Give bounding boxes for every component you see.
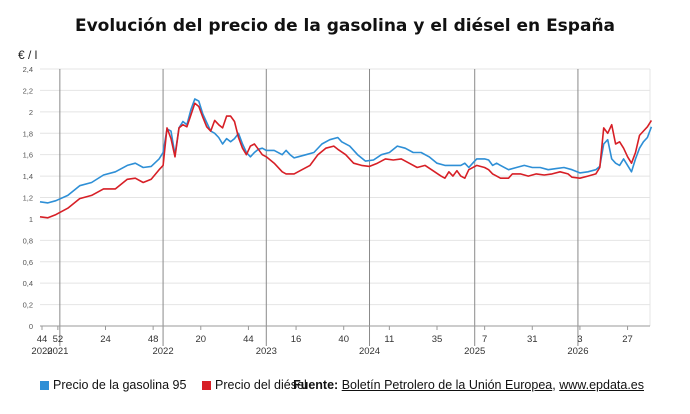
x-year-label: 2025 <box>464 346 485 357</box>
y-tick-label: 0,8 <box>23 236 33 245</box>
axes <box>40 325 650 330</box>
x-tick-label: 31 <box>527 334 538 345</box>
source-separator: , <box>552 378 556 392</box>
line-chart: 0 0,2 0,4 0,6 0,8 1 1,2 1,4 1,6 1,8 2 2,2 2,4 44 52 24 4… <box>23 65 653 357</box>
x-tick-label: 20 <box>195 334 206 345</box>
x-year-label: 2026 <box>567 346 588 357</box>
series-line-gasoline <box>39 98 653 204</box>
y-tick-label: 1,8 <box>23 129 33 138</box>
legend: Precio de la gasolina 95 Precio del diés… <box>40 378 680 398</box>
legend-item-gasoline: Precio de la gasolina 95 <box>40 378 186 392</box>
y-tick-label: 2,2 <box>23 86 33 95</box>
x-tick-label: 7 <box>482 334 487 345</box>
x-tick-label: 40 <box>338 334 349 345</box>
gridlines <box>40 68 651 327</box>
x-tick-label: 27 <box>622 334 633 345</box>
y-tick-label: 1,2 <box>23 194 33 203</box>
y-tick-label: 0 <box>29 322 33 331</box>
x-tick-label: 44 <box>243 334 254 345</box>
tick-labels: 0 0,2 0,4 0,6 0,8 1 1,2 1,4 1,6 1,8 2 2,2 2,4 44 52 24 4… <box>23 65 633 357</box>
y-tick-label: 2 <box>29 108 33 117</box>
y-tick-label: 1,4 <box>23 172 33 181</box>
x-year-label: 2023 <box>256 346 277 357</box>
y-tick-label: 2,4 <box>23 65 33 74</box>
gasoline-swatch-icon <box>40 380 49 390</box>
x-tick-label: 48 <box>148 334 159 345</box>
x-tick-label: 16 <box>291 334 302 345</box>
chart-title: Evolución del precio de la gasolina y el… <box>74 16 616 36</box>
legend-label-diesel: Precio del diésel <box>215 378 307 392</box>
y-tick-label: 0,4 <box>23 279 33 288</box>
y-axis-unit-label: € / l <box>18 48 38 62</box>
y-tick-label: 1 <box>29 215 33 224</box>
x-tick-label: 3 <box>577 334 582 345</box>
x-tick-label: 24 <box>100 334 111 345</box>
y-tick-label: 0,2 <box>23 301 33 310</box>
legend-item-diesel: Precio del diésel <box>202 378 307 392</box>
series-lines <box>39 98 653 219</box>
series-line-diesel <box>39 102 653 219</box>
x-tick-label: 52 <box>53 334 64 345</box>
y-tick-label: 0,6 <box>23 258 33 267</box>
y-tick-label: 1,6 <box>23 151 33 160</box>
source-site-link[interactable]: www.epdata.es <box>559 378 644 392</box>
x-year-label: 2020 <box>31 346 52 357</box>
source-org-link[interactable]: Boletín Petrolero de la Unión Europea <box>341 378 553 392</box>
legend-label-gasoline: Precio de la gasolina 95 <box>53 378 187 392</box>
source-attribution: Fuente: Boletín Petrolero de la Unión Eu… <box>293 378 644 392</box>
year-dividers <box>59 69 579 346</box>
x-year-label: 2024 <box>359 346 380 357</box>
x-tick-label: 35 <box>432 334 443 345</box>
x-year-label: 2022 <box>152 346 173 357</box>
x-tick-label: 44 <box>37 334 48 345</box>
diesel-swatch-icon <box>202 380 211 390</box>
x-tick-label: 11 <box>384 334 394 345</box>
source-label: Fuente: <box>293 378 339 392</box>
x-year-label: 2021 <box>47 346 68 357</box>
